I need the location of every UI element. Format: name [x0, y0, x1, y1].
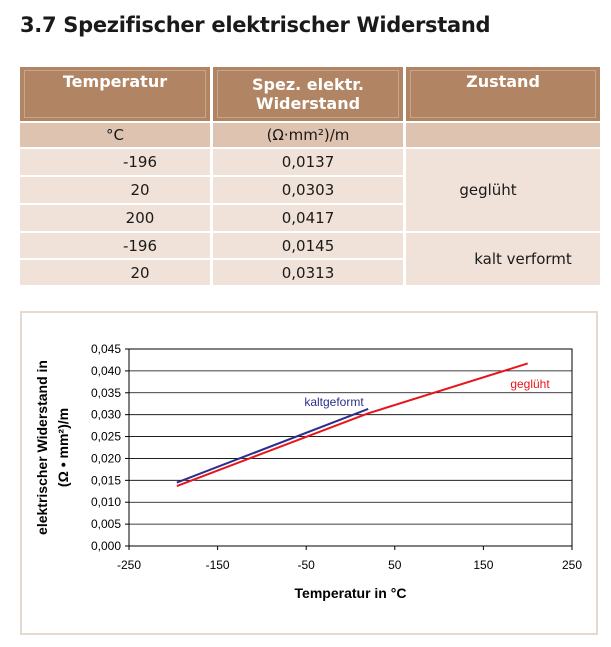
- y-tick-label: 0,035: [91, 386, 121, 400]
- table-cell-temp-4: -196: [20, 233, 210, 258]
- resistance-chart: 0,000 0,005 0,010 0,015 0,020 0,025 0,030 0,035…: [34, 342, 582, 601]
- y-tick-label: 0,000: [91, 539, 121, 553]
- unit-widerstand: (Ω·mm²)/m: [213, 123, 403, 147]
- header-widerstand-line1: Spez. elektr.: [252, 75, 364, 94]
- chart-frame: 0,000 0,005 0,010 0,015 0,020 0,025 0,030 0,035…: [20, 311, 598, 635]
- series-label-gegluht: geglüht: [510, 377, 550, 391]
- header-zustand: Zustand: [406, 67, 600, 121]
- header-temperatur-label: Temperatur: [62, 72, 168, 91]
- series-line-kaltgeformt: [176, 408, 369, 484]
- table-cell-widerstand-4: 0,0145: [213, 233, 403, 258]
- y-tick-label: 0,025: [91, 430, 121, 444]
- y-tick-label: 0,030: [91, 408, 121, 422]
- zustand-gegluht: geglüht: [406, 149, 600, 231]
- x-tick-label: -250: [117, 558, 141, 572]
- table-cell-widerstand-2: 0,0303: [213, 177, 403, 203]
- table-cell-temp-2: 20: [20, 177, 210, 203]
- table-cell-widerstand-5: 0,0313: [213, 260, 403, 285]
- unit-zustand: [406, 123, 600, 147]
- series-label-kaltgeformt: kaltgeformt: [304, 395, 364, 409]
- table-cell-widerstand-1: 0,0137: [213, 149, 403, 175]
- header-temperatur: Temperatur: [20, 67, 210, 121]
- y-tick-label: 0,005: [91, 517, 121, 531]
- zustand-kalt-verformt: kalt verformt: [406, 233, 600, 285]
- y-axis-label-line2: (Ω • mm²)/m: [55, 408, 71, 487]
- x-tick-label: 50: [388, 558, 402, 572]
- x-axis-label: Temperatur in °C: [295, 585, 407, 601]
- x-tick-label: 250: [562, 558, 582, 572]
- y-axis-label-line1: elektrischer Widerstand in: [34, 360, 50, 535]
- table-cell-widerstand-3: 0,0417: [213, 205, 403, 231]
- y-tick-label: 0,015: [91, 473, 121, 487]
- resistance-table: Temperatur Spez. elektr. Widerstand Zust…: [20, 67, 600, 285]
- plot-area: [128, 348, 573, 547]
- x-tick-label: -50: [298, 558, 316, 572]
- table-cell-temp-5: 20: [20, 260, 210, 285]
- header-widerstand: Spez. elektr. Widerstand: [213, 67, 403, 121]
- y-tick-label: 0,020: [91, 451, 121, 465]
- y-tick-label: 0,010: [91, 495, 121, 509]
- unit-temperatur: °C: [20, 123, 210, 147]
- table-cell-temp-3: 200: [20, 205, 210, 231]
- y-tick-label: 0,045: [91, 342, 121, 356]
- y-tick-label: 0,040: [91, 364, 121, 378]
- x-tick-label: -150: [206, 558, 230, 572]
- table-cell-temp-1: -196: [20, 149, 210, 175]
- x-tick-label: 150: [473, 558, 493, 572]
- section-title: 3.7 Spezifischer elektrischer Widerstand: [20, 13, 491, 37]
- series-line-gegluht: [176, 362, 528, 487]
- header-zustand-label: Zustand: [466, 72, 540, 91]
- header-widerstand-line2: Widerstand: [255, 94, 361, 113]
